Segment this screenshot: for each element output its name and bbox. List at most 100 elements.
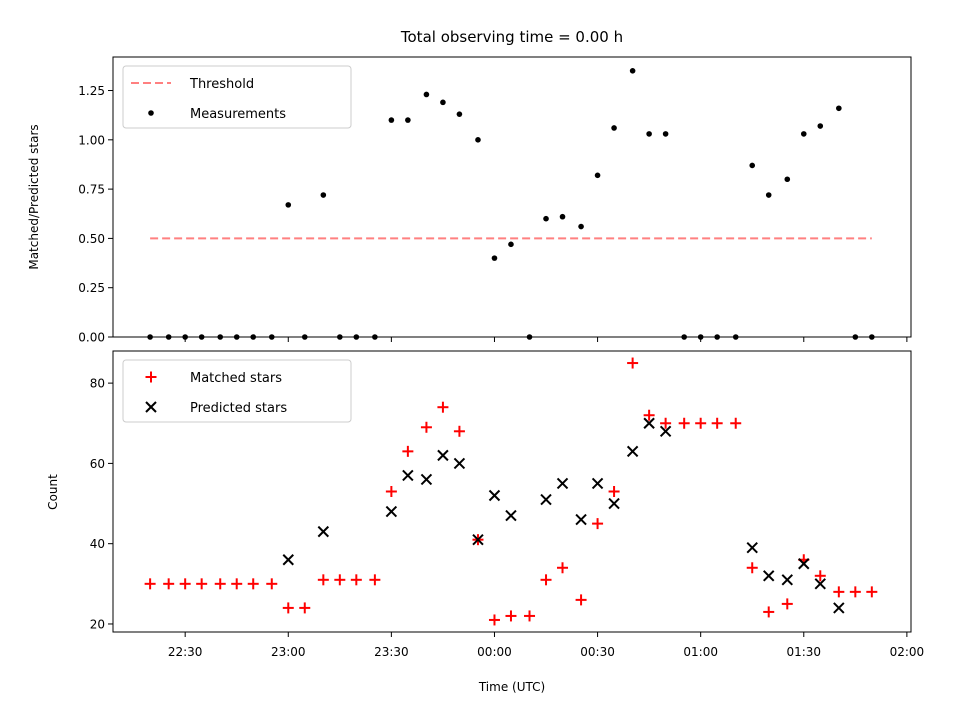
data-point	[488, 489, 501, 502]
data-point	[643, 417, 655, 429]
x-tick-label: 23:00	[271, 645, 306, 659]
data-point	[266, 578, 278, 590]
data-point	[626, 445, 639, 458]
x-stroke-2	[781, 574, 793, 586]
y-tick-label: 80	[90, 377, 105, 391]
data-point	[594, 172, 601, 179]
y-tick-label: 60	[90, 457, 105, 471]
data-point	[800, 131, 807, 137]
data-point	[543, 215, 549, 222]
count-panel: 22:30 23:00 23:30 00:00 00:30 01:00 01:30 02:00…	[90, 350, 925, 659]
data-point	[659, 425, 672, 437]
data-point	[453, 425, 465, 437]
x-stroke-2	[659, 425, 672, 437]
data-point	[678, 417, 690, 429]
data-point	[508, 241, 514, 248]
data-point	[627, 357, 639, 369]
data-point	[372, 334, 378, 340]
data-point	[250, 334, 257, 340]
legend: Matched stars Predicted stars	[122, 359, 352, 423]
legend-marker-swatch	[148, 110, 154, 116]
data-point	[849, 586, 861, 598]
data-point	[730, 417, 742, 429]
legend-marker-swatch	[145, 371, 157, 383]
data-point	[144, 578, 156, 590]
x-stroke-2	[608, 497, 620, 510]
data-point	[488, 614, 500, 626]
data-point	[540, 574, 552, 586]
data-point	[784, 176, 791, 183]
data-point	[591, 477, 604, 490]
x-stroke-2	[746, 541, 758, 554]
legend-marker-swatch	[145, 401, 157, 413]
x-axis-label: Time (UTC)	[478, 680, 545, 694]
data-point	[337, 334, 343, 340]
x-stroke-2	[472, 533, 484, 546]
ratio-panel: 0.00 0.25 0.50 0.75 1.00 1.25 Threshold Measure…	[78, 56, 912, 345]
data-point	[440, 99, 446, 106]
data-point	[231, 578, 243, 590]
plot-frame	[112, 350, 912, 633]
data-point	[763, 570, 775, 582]
x-stroke-2	[643, 417, 655, 429]
x-tick-label: 00:00	[477, 645, 512, 659]
data-point	[681, 334, 687, 340]
data-point	[711, 417, 723, 429]
legend-box	[122, 65, 352, 129]
x-tick-label: 01:00	[683, 645, 718, 659]
x-tick-label: 23:30	[374, 645, 409, 659]
data-point	[453, 457, 466, 470]
x-tick-label: 01:30	[786, 645, 821, 659]
data-point	[320, 192, 327, 198]
data-point	[420, 421, 432, 433]
chart-title: Total observing time = 0.00 h	[400, 28, 623, 46]
data-point	[317, 574, 329, 586]
x-stroke-2	[575, 513, 587, 526]
data-point	[697, 334, 704, 340]
data-point	[317, 525, 330, 538]
data-point	[526, 334, 533, 340]
data-point	[369, 574, 381, 586]
data-point	[524, 610, 536, 622]
data-point	[578, 223, 584, 230]
data-point	[833, 602, 845, 614]
y-tick-label: 0.25	[78, 281, 105, 295]
legend-label: Threshold	[189, 77, 254, 92]
y-tick-label: 20	[90, 617, 105, 631]
data-point	[575, 513, 587, 526]
x-tick-label: 02:00	[890, 645, 925, 659]
data-point	[182, 334, 188, 340]
x-stroke-2	[626, 445, 639, 458]
data-point	[629, 68, 636, 74]
data-point	[196, 578, 208, 590]
measurements-series	[147, 68, 875, 340]
x-stroke-2	[282, 554, 294, 566]
x-stroke-2	[402, 469, 414, 482]
plot-frame	[112, 56, 912, 338]
data-point	[285, 202, 292, 208]
x-stroke-2	[385, 505, 398, 518]
data-point	[420, 473, 433, 486]
x-stroke-2	[556, 477, 569, 490]
data-point	[268, 334, 275, 340]
legend-box	[122, 359, 352, 423]
data-point	[198, 334, 205, 340]
data-point	[179, 578, 191, 590]
data-point	[505, 610, 517, 622]
data-point	[402, 469, 414, 482]
x-stroke-2	[145, 401, 157, 413]
data-point	[299, 602, 311, 614]
x-stroke-2	[437, 449, 449, 462]
data-point	[282, 602, 294, 614]
x-stroke-2	[420, 473, 433, 486]
data-point	[163, 578, 175, 590]
y-tick-label: 1.00	[78, 133, 105, 147]
data-point	[214, 578, 226, 590]
data-point	[402, 445, 414, 457]
data-point	[643, 409, 655, 421]
data-point	[608, 497, 620, 510]
data-point	[472, 533, 484, 546]
data-point	[660, 417, 672, 429]
data-point	[217, 334, 224, 340]
